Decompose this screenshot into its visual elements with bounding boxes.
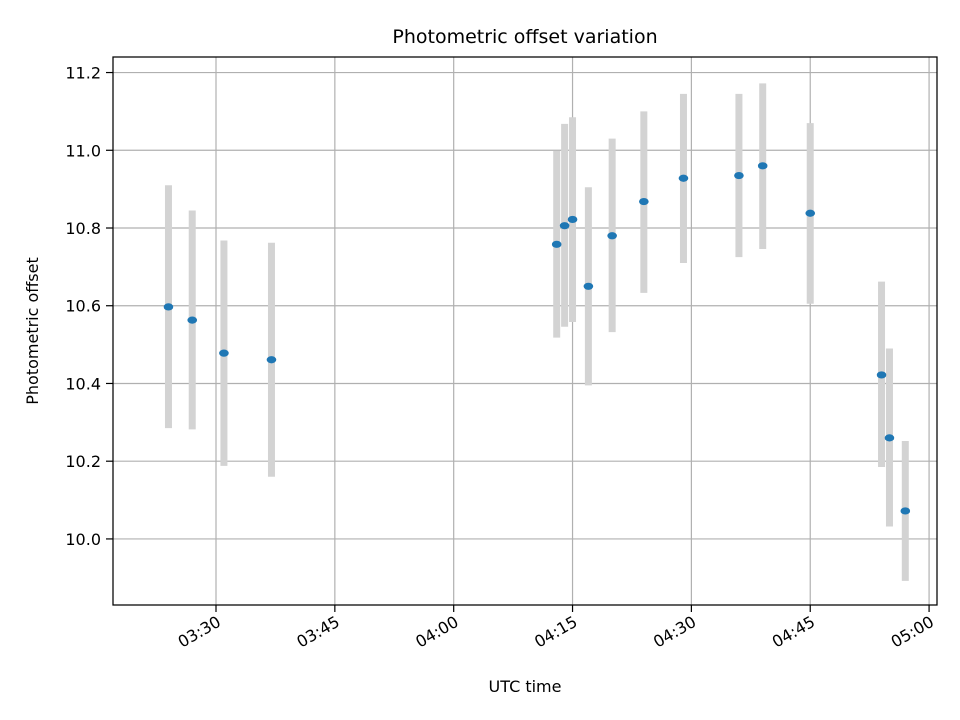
y-tick-label: 10.8 bbox=[65, 219, 101, 238]
data-point bbox=[884, 434, 895, 442]
plot-area-frame bbox=[112, 56, 938, 606]
data-point bbox=[163, 303, 174, 311]
y-tick-label: 10.2 bbox=[65, 452, 101, 471]
y-tick-label: 11.2 bbox=[65, 64, 101, 83]
data-point bbox=[187, 316, 198, 324]
data-point bbox=[607, 232, 617, 240]
y-tick-label: 10.0 bbox=[65, 530, 101, 549]
data-point bbox=[876, 371, 887, 379]
data-point bbox=[805, 209, 816, 217]
data-point bbox=[567, 215, 578, 224]
data-point bbox=[900, 507, 911, 515]
y-tick-label: 10.6 bbox=[65, 297, 101, 316]
data-point bbox=[678, 174, 689, 182]
x-axis-label: UTC time bbox=[489, 677, 562, 696]
data-point bbox=[559, 222, 570, 230]
y-tick-label: 11.0 bbox=[65, 141, 101, 160]
data-point bbox=[266, 356, 277, 364]
data-points bbox=[163, 162, 911, 515]
data-point bbox=[757, 162, 768, 170]
chart-title: Photometric offset variation bbox=[392, 26, 657, 48]
data-point bbox=[219, 349, 229, 357]
data-point bbox=[551, 240, 562, 248]
data-point bbox=[639, 197, 649, 206]
data-point bbox=[583, 282, 594, 290]
y-tick-label: 10.4 bbox=[65, 374, 101, 393]
y-axis: 10.0 10.2 10.4 10.6 10.8 11.0 11.2 bbox=[65, 64, 113, 549]
data-point bbox=[734, 171, 744, 180]
y-axis-label: Photometric offset bbox=[23, 257, 42, 405]
